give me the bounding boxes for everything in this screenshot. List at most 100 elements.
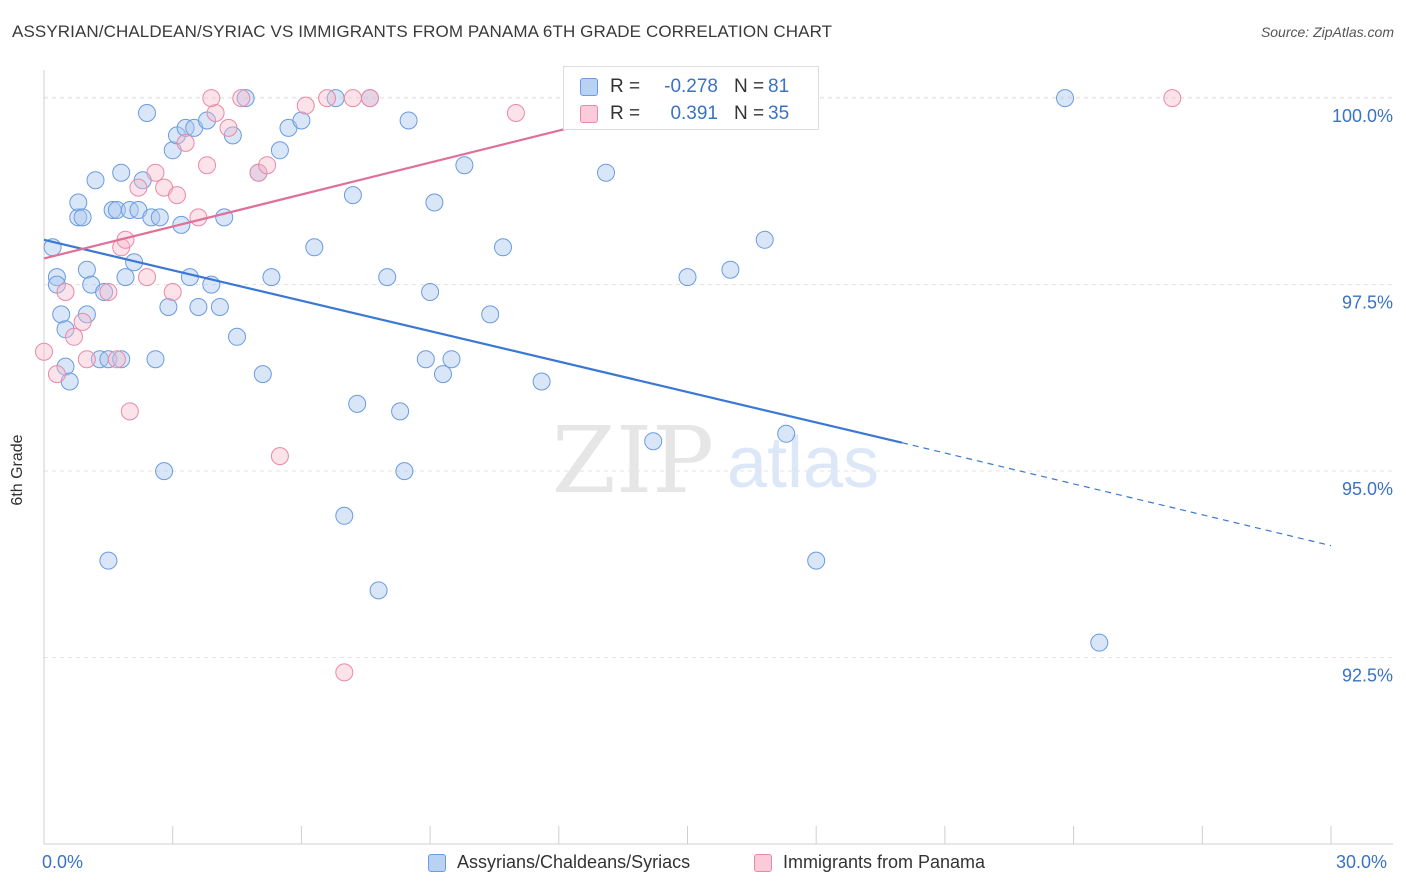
point-panama (77, 350, 96, 369)
legend-swatch-assyrian (428, 853, 446, 872)
grid-lines (44, 96, 1393, 659)
point-panama (343, 89, 362, 108)
point-panama (296, 96, 315, 115)
point-panama (335, 663, 354, 682)
point-panama (146, 163, 165, 182)
point-panama (198, 156, 216, 175)
point-assyrian (755, 230, 774, 249)
point-panama (361, 89, 379, 108)
y-tick-labels: 100.0% 97.5% 95.0% 92.5% (1332, 106, 1393, 685)
series-legend: Assyrians/Chaldeans/Syriacs Immigrants f… (0, 852, 1406, 878)
point-assyrian (442, 350, 461, 369)
point-assyrian (494, 238, 512, 257)
swatch-panama (580, 105, 598, 123)
point-assyrian (378, 268, 397, 287)
point-assyrian (721, 260, 740, 279)
point-assyrian (305, 238, 324, 257)
point-assyrian (73, 208, 92, 227)
swatch-assyrian (580, 78, 598, 96)
y-tick-label: 100.0% (1332, 106, 1393, 126)
point-assyrian (481, 305, 500, 324)
point-assyrian (262, 268, 281, 287)
point-assyrian (146, 350, 165, 369)
point-panama (35, 342, 53, 361)
stats-row-assyrian: R = -0.278 N = 81 (580, 75, 789, 99)
r-value: 0.391 (670, 103, 718, 124)
x-max-label: 30.0% (1336, 852, 1388, 872)
y-tick-label: 92.5% (1342, 666, 1393, 686)
point-panama (258, 156, 277, 175)
point-assyrian (69, 193, 88, 212)
point-panama (138, 268, 156, 287)
legend-label-panama: Immigrants from Panama (783, 852, 986, 872)
axes (43, 70, 1393, 845)
watermark-zip: ZIP (552, 407, 714, 514)
legend-item-panama[interactable]: Immigrants from Panama (754, 852, 985, 873)
point-panama (232, 89, 251, 108)
watermark-atlas: atlas (727, 423, 879, 503)
y-tick-label: 95.0% (1342, 479, 1393, 499)
point-assyrian (270, 141, 289, 160)
trend-line-assyrian-extension (901, 442, 1332, 547)
point-panama (506, 104, 525, 122)
point-panama (120, 402, 139, 421)
chart-title: ASSYRIAN/CHALDEAN/SYRIAC VS IMMIGRANTS F… (12, 22, 833, 41)
n-value: 35 (768, 103, 790, 124)
point-panama (129, 178, 148, 197)
point-panama (318, 89, 337, 108)
point-assyrian (155, 462, 174, 481)
point-assyrian (228, 327, 246, 346)
point-assyrian (253, 365, 272, 384)
point-panama (219, 118, 238, 137)
point-assyrian (180, 268, 199, 287)
point-panama (176, 133, 195, 152)
point-assyrian (69, 208, 88, 227)
point-assyrian (107, 201, 126, 219)
point-assyrian (52, 305, 71, 324)
point-assyrian (112, 350, 131, 369)
point-assyrian (348, 394, 367, 413)
point-assyrian (1090, 633, 1109, 652)
n-label: N = (734, 103, 765, 124)
point-panama (202, 89, 221, 108)
point-assyrian (434, 365, 452, 384)
point-assyrian (391, 402, 410, 421)
point-assyrian (236, 89, 255, 108)
y-axis-label: 6th Grade (9, 434, 26, 506)
point-assyrian (1056, 89, 1074, 108)
point-assyrian (532, 372, 551, 391)
n-label: N = (734, 76, 765, 97)
point-assyrian (343, 186, 362, 205)
point-panama (99, 283, 118, 301)
data-points (35, 89, 1182, 682)
point-assyrian (99, 551, 118, 570)
point-panama (1163, 89, 1182, 108)
point-assyrian (777, 424, 796, 443)
legend-label-assyrian: Assyrians/Chaldeans/Syriacs (457, 852, 691, 872)
point-panama (189, 208, 208, 227)
point-panama (107, 350, 126, 369)
point-assyrian (416, 350, 435, 369)
point-assyrian (86, 171, 105, 190)
point-assyrian (95, 283, 114, 301)
point-assyrian (455, 156, 474, 175)
point-assyrian (421, 283, 440, 301)
stats-row-panama: R = 0.391 N = 35 (580, 102, 789, 126)
legend-swatch-panama (754, 853, 772, 872)
point-panama (65, 327, 83, 346)
point-panama (163, 283, 182, 301)
legend-item-assyrian[interactable]: Assyrians/Chaldeans/Syriacs (428, 852, 690, 873)
point-assyrian (150, 208, 169, 227)
point-assyrian (597, 163, 615, 182)
point-assyrian (395, 462, 414, 481)
stats-legend: R = -0.278 N = 81 R = 0.391 N = 35 (563, 66, 819, 130)
point-assyrian (112, 163, 131, 182)
r-value: -0.278 (664, 76, 718, 97)
r-label: R = (610, 103, 641, 124)
point-assyrian (138, 104, 156, 122)
point-assyrian (189, 298, 208, 316)
point-assyrian (292, 111, 311, 130)
point-assyrian (807, 551, 826, 570)
point-assyrian (116, 268, 135, 287)
point-assyrian (678, 268, 697, 287)
